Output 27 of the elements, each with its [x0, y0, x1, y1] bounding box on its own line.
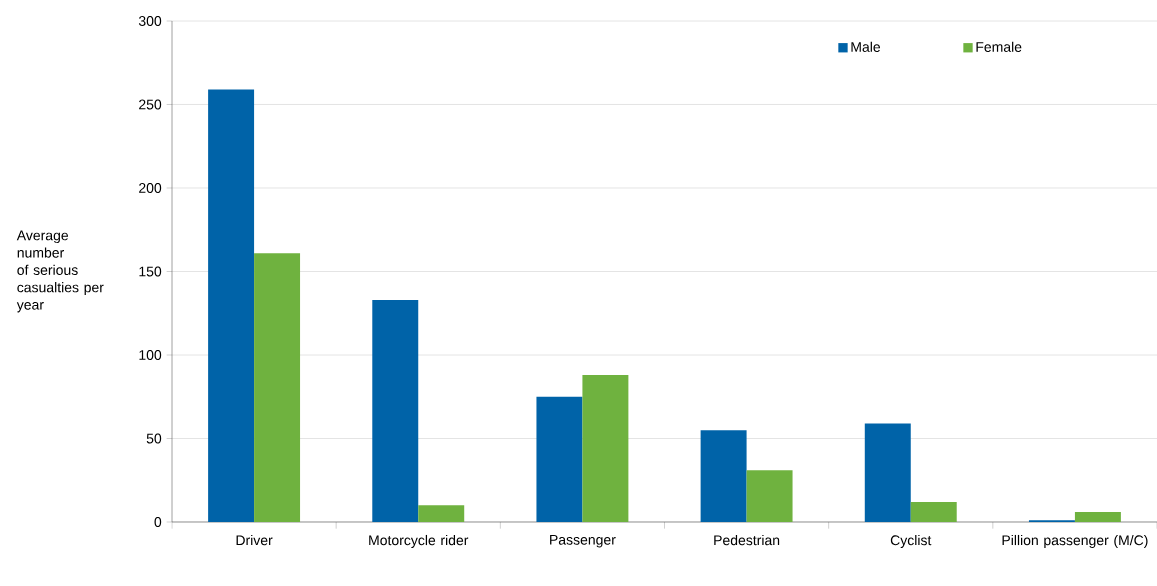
bar	[1074, 511, 1121, 522]
x-tick-label: Passenger	[550, 534, 616, 548]
bar	[700, 430, 747, 522]
y-tick-label: 200	[139, 183, 162, 193]
y-tick-label: 0	[154, 517, 162, 527]
bar	[864, 423, 911, 522]
legend-label: Female	[976, 41, 1022, 52]
bar	[208, 89, 255, 522]
y-tick-label: 150	[139, 266, 162, 277]
bar	[910, 501, 957, 522]
x-tick-label: Pillion passenger (M/C)	[1002, 534, 1148, 548]
bar	[746, 470, 793, 522]
y-tick-label: 100	[139, 350, 162, 360]
bar	[372, 299, 419, 522]
bar	[254, 253, 301, 522]
y-tick-label: 50	[146, 433, 162, 444]
bar	[536, 396, 583, 522]
y-tick-label: 300	[138, 16, 162, 26]
x-tick-label: Pedestrian	[714, 534, 780, 546]
y-tick-label: 250	[139, 99, 162, 110]
x-tick-label: Cyclist	[890, 534, 932, 548]
x-tick-label: Motorcycle rider	[369, 534, 469, 548]
x-tick-label: Driver	[236, 534, 273, 546]
legend-label: Male	[851, 41, 881, 52]
bar	[582, 375, 629, 522]
bar	[418, 505, 465, 522]
y-axis-title: Average number of serious casualties per year	[16, 230, 104, 313]
